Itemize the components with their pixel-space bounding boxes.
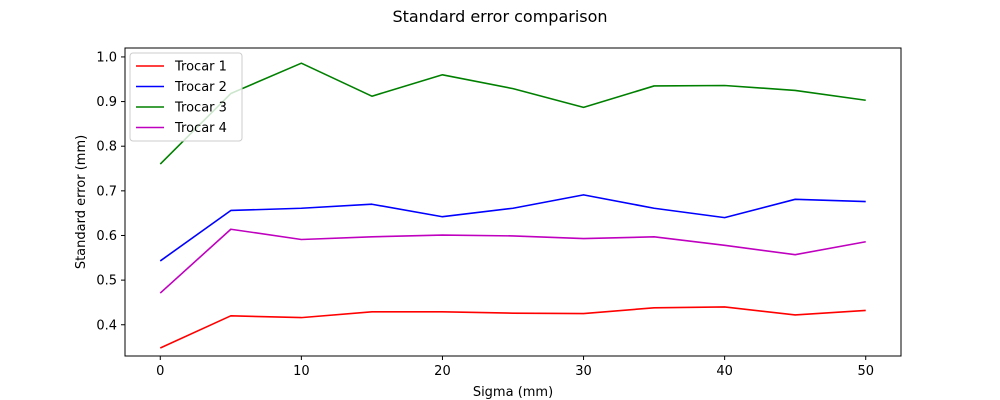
y-tick-label: 0.9: [96, 95, 117, 110]
series-line-trocar-3: [159, 62, 866, 165]
y-tick-label: 0.8: [96, 140, 117, 155]
y-axis-label: Standard error (mm): [74, 135, 89, 269]
legend-label: Trocar 3: [174, 101, 227, 116]
legend-label: Trocar 4: [174, 121, 227, 136]
chart-title: Standard error comparison: [392, 7, 607, 26]
y-tick-label: 0.7: [96, 184, 117, 199]
series-line-trocar-1: [159, 306, 866, 349]
x-axis: 0 10 20 30 40 50: [156, 356, 874, 379]
x-tick-label: 40: [716, 364, 733, 379]
x-tick-label: 50: [857, 364, 874, 379]
x-axis-label: Sigma (mm): [473, 385, 553, 400]
x-tick-label: 30: [575, 364, 592, 379]
legend-box: [129, 52, 243, 142]
x-tick-label: 10: [293, 364, 310, 379]
plot-frame: [124, 47, 902, 357]
x-tick-label: 0: [156, 364, 164, 379]
y-tick-label: 0.5: [96, 274, 117, 289]
legend: Trocar 1 Trocar 2 Trocar 3 Trocar 4: [129, 52, 243, 142]
legend-label: Trocar 1: [174, 60, 227, 75]
plot-area: [159, 62, 866, 349]
y-tick-label: 0.6: [96, 229, 117, 244]
series-line-trocar-4: [159, 228, 866, 294]
y-tick-label: 0.4: [96, 318, 117, 333]
legend-label: Trocar 2: [174, 80, 227, 95]
y-axis: 0.4 0.5 0.6 0.7 0.8 0.9 1.0: [96, 50, 125, 333]
y-tick-label: 1.0: [96, 50, 117, 65]
series-line-trocar-2: [159, 194, 866, 262]
x-tick-label: 20: [434, 364, 451, 379]
